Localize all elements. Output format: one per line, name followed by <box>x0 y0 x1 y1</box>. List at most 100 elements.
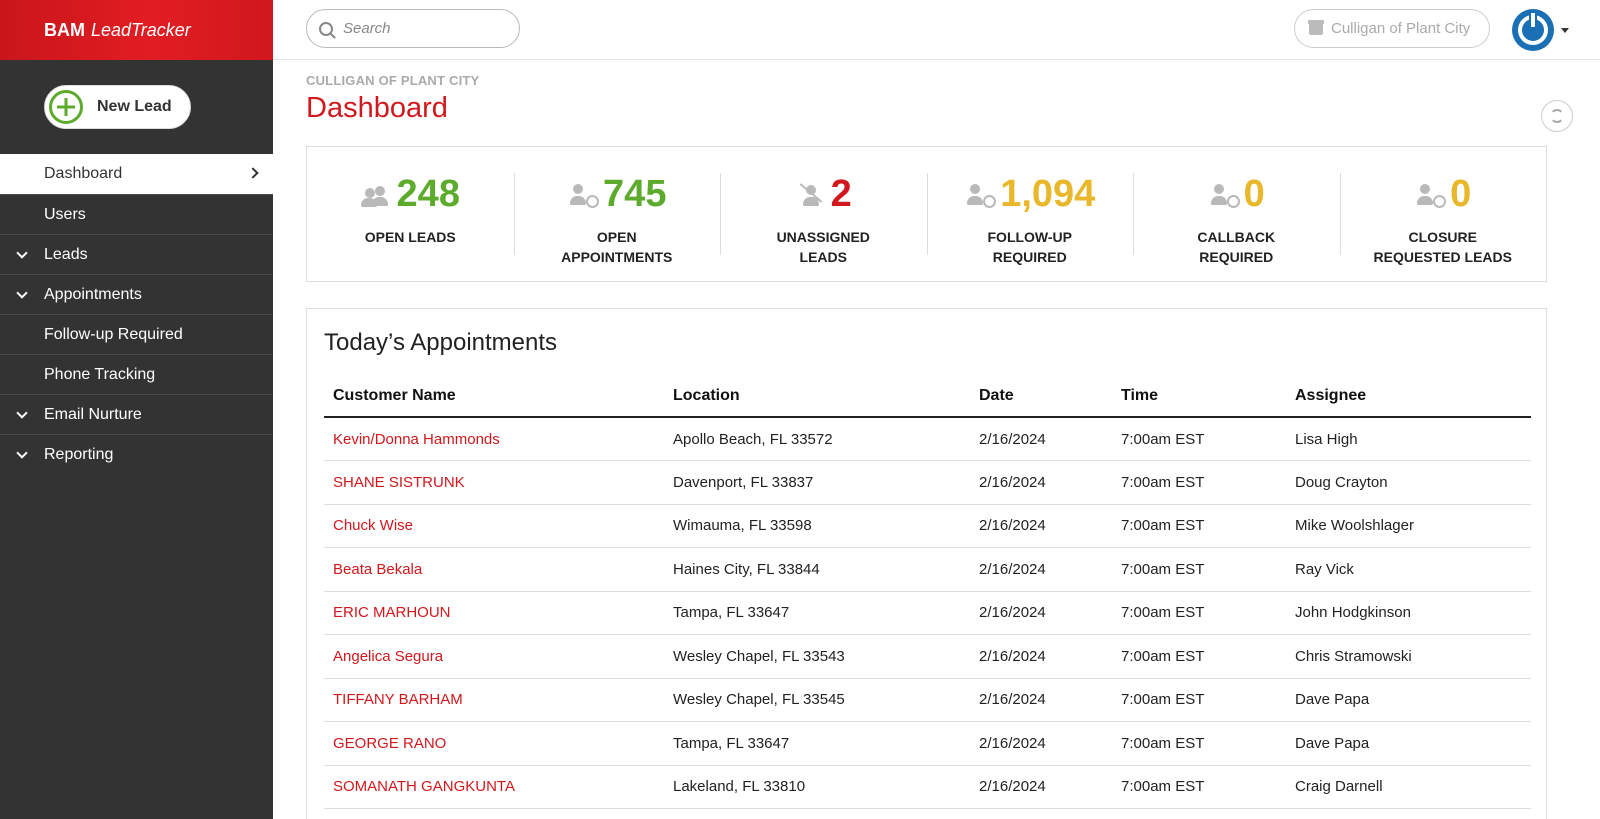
customer-name-link[interactable]: Angelica Segura <box>324 634 664 679</box>
column-header[interactable]: Customer Name <box>324 375 664 418</box>
sidebar-item-email-nurture[interactable]: Email Nurture <box>0 394 273 434</box>
table-cell: Haines City, FL 33844 <box>664 547 970 592</box>
stat-value: 248 <box>396 173 460 215</box>
table-cell: 7:00am EST <box>1112 765 1286 809</box>
table-cell: 2/16/2024 <box>970 634 1112 679</box>
sidebar-item-dashboard[interactable]: Dashboard <box>0 154 273 194</box>
sidebar-item-label: Leads <box>44 245 88 263</box>
new-lead-label: New Lead <box>97 98 172 115</box>
table-body: Kevin/Donna Hammonds Apollo Beach, FL 335… <box>324 417 1531 809</box>
brand-bold: BAM <box>44 19 85 40</box>
table-cell: 2/16/2024 <box>970 721 1112 766</box>
refresh-icon <box>1550 109 1564 123</box>
stat-value: 2 <box>830 173 852 215</box>
sidebar-item-label: Reporting <box>44 445 114 463</box>
search-input[interactable] <box>343 20 503 37</box>
stat-card[interactable]: 1,094 FOLLOW-UP REQUIRED <box>926 147 1134 281</box>
column-header[interactable]: Time <box>1112 375 1286 418</box>
table-cell: Ray Vick <box>1286 547 1531 592</box>
sidebar-item-label: Users <box>44 205 86 223</box>
sidebar-item-follow-up-required[interactable]: Follow-up Required <box>0 314 273 354</box>
table-cell: 7:00am EST <box>1112 634 1286 679</box>
sidebar-item-label: Email Nurture <box>44 405 142 423</box>
stat-header: 1,094 <box>964 173 1095 215</box>
customer-name-link[interactable]: SHANE SISTRUNK <box>324 460 664 505</box>
customer-name-link[interactable]: SOMANATH GANGKUNTA <box>324 765 664 809</box>
new-lead-area: New Lead <box>0 60 273 154</box>
sidebar-nav: Dashboard Users Leads Appointments Follow-up… <box>0 154 273 474</box>
table-cell: 2/16/2024 <box>970 417 1112 461</box>
plus-circle-icon <box>49 90 83 124</box>
appointments-title: Today’s Appointments <box>324 329 558 356</box>
search-icon <box>319 21 333 36</box>
sidebar: BAM LeadTracker New Lead Dashboard Users L… <box>0 0 273 819</box>
stat-label: OPEN LEADS <box>335 227 485 247</box>
column-header[interactable]: Assignee <box>1286 375 1531 418</box>
stat-card[interactable]: 2 UNASSIGNED LEADS <box>720 147 927 281</box>
organization-selector[interactable]: Culligan of Plant City <box>1294 9 1490 48</box>
new-lead-button[interactable]: New Lead <box>44 85 191 129</box>
table-cell: Wimauma, FL 33598 <box>664 504 970 548</box>
user-clock-icon <box>964 180 997 208</box>
stat-label-line: REQUESTED LEADS <box>1373 249 1512 265</box>
stat-card[interactable]: 745 OPEN APPOINTMENTS <box>513 147 721 281</box>
table-cell: Dave Papa <box>1286 721 1531 766</box>
stat-header: 0 <box>1208 173 1265 215</box>
search-box[interactable] <box>306 9 520 48</box>
sidebar-item-phone-tracking[interactable]: Phone Tracking <box>0 354 273 394</box>
top-bar: Culligan of Plant City <box>273 0 1600 60</box>
table-cell: Dave Papa <box>1286 678 1531 722</box>
table-cell: 2/16/2024 <box>970 678 1112 722</box>
stat-label: OPEN APPOINTMENTS <box>542 227 692 267</box>
todays-appointments-panel: Today’s Appointments Customer Name Locati… <box>306 308 1547 819</box>
stat-label: CALLBACK REQUIRED <box>1161 227 1311 267</box>
table-row: Kevin/Donna Hammonds Apollo Beach, FL 335… <box>324 417 1531 461</box>
user-clock-icon <box>1414 180 1447 208</box>
stat-card[interactable]: 0 CALLBACK REQUIRED <box>1133 147 1340 281</box>
stat-label: UNASSIGNED LEADS <box>748 227 898 267</box>
table-row: ERIC MARHOUN Tampa, FL 33647 2/16/2024 7:00… <box>324 591 1531 635</box>
user-avatar[interactable] <box>1512 9 1554 51</box>
stats-panel: 248 OPEN LEADS 745 OPEN APPOINTMENTS 2 UNASSIG… <box>306 146 1547 282</box>
sidebar-item-appointments[interactable]: Appointments <box>0 274 273 314</box>
table-row: Chuck Wise Wimauma, FL 33598 2/16/2024 7:00… <box>324 504 1531 548</box>
stat-header: 745 <box>567 173 666 215</box>
stat-label-line: REQUIRED <box>1199 249 1274 265</box>
table-cell: Apollo Beach, FL 33572 <box>664 417 970 461</box>
sidebar-item-leads[interactable]: Leads <box>0 234 273 274</box>
power-icon <box>1518 15 1548 45</box>
column-header[interactable]: Date <box>970 375 1112 418</box>
chevron-down-icon <box>16 247 28 259</box>
stat-value: 745 <box>603 173 667 215</box>
customer-name-link[interactable]: Chuck Wise <box>324 504 664 548</box>
column-header[interactable]: Location <box>664 375 970 418</box>
stat-label-line: LEADS <box>799 249 847 265</box>
stat-label-line: OPEN <box>596 229 637 245</box>
chevron-right-icon <box>247 167 259 179</box>
customer-name-link[interactable]: GEORGE RANO <box>324 721 664 766</box>
table-cell: Lisa High <box>1286 417 1531 461</box>
chevron-down-icon <box>16 287 28 299</box>
table-cell: 7:00am EST <box>1112 678 1286 722</box>
table-cell: 7:00am EST <box>1112 721 1286 766</box>
sidebar-item-reporting[interactable]: Reporting <box>0 434 273 474</box>
customer-name-link[interactable]: TIFFANY BARHAM <box>324 678 664 722</box>
table-cell: 7:00am EST <box>1112 591 1286 635</box>
stat-label: FOLLOW-UP REQUIRED <box>955 227 1105 267</box>
brand-logo[interactable]: BAM LeadTracker <box>0 0 273 60</box>
stat-label-line: APPOINTMENTS <box>561 249 673 265</box>
customer-name-link[interactable]: Kevin/Donna Hammonds <box>324 417 664 461</box>
table-row: TIFFANY BARHAM Wesley Chapel, FL 33545 2/1… <box>324 678 1531 722</box>
stat-card[interactable]: 248 OPEN LEADS <box>307 147 514 281</box>
caret-down-icon[interactable] <box>1561 28 1569 33</box>
stat-label-line: CALLBACK <box>1197 229 1276 245</box>
sidebar-item-users[interactable]: Users <box>0 194 273 234</box>
table-row: GEORGE RANO Tampa, FL 33647 2/16/2024 7:00a… <box>324 721 1531 766</box>
stat-header: 2 <box>795 173 852 215</box>
customer-name-link[interactable]: ERIC MARHOUN <box>324 591 664 635</box>
user-clock-icon <box>567 180 600 208</box>
stat-value: 0 <box>1243 173 1265 215</box>
customer-name-link[interactable]: Beata Bekala <box>324 547 664 592</box>
stat-card[interactable]: 0 CLOSURE REQUESTED LEADS <box>1339 147 1547 281</box>
refresh-button[interactable] <box>1541 100 1573 132</box>
